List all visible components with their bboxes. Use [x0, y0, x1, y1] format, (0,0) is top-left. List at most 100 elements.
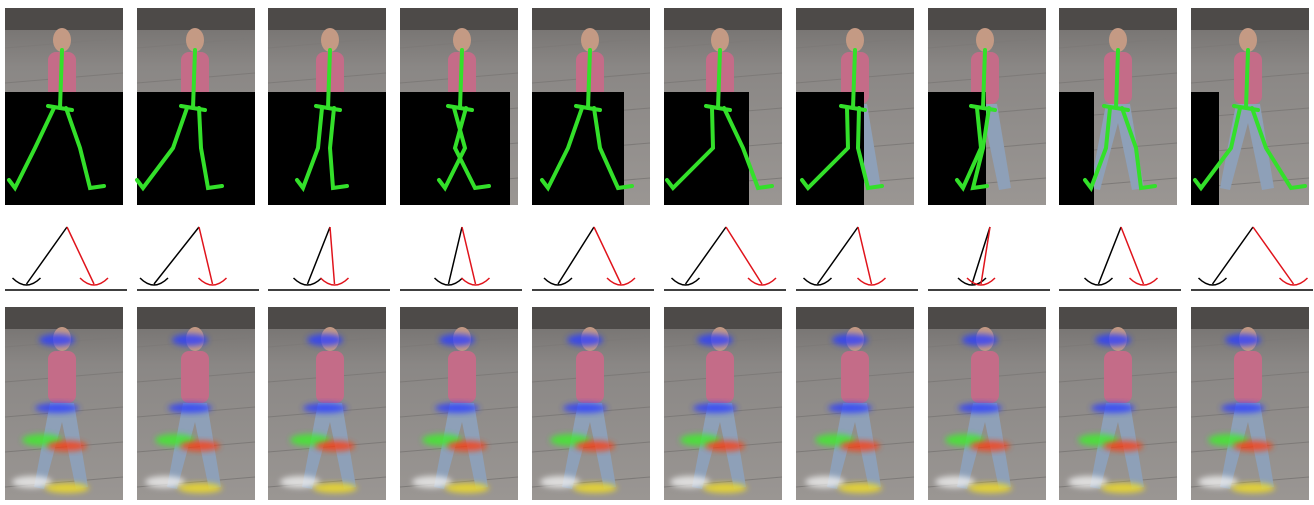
skeleton-frame: [1058, 8, 1178, 205]
person-shirt: [48, 351, 76, 403]
pose-diagram: [664, 226, 786, 291]
occlusion-box: [664, 92, 749, 205]
skeleton-hip: [446, 104, 474, 112]
skeleton-spine: [716, 48, 722, 110]
skeleton-frame: [531, 8, 651, 205]
skeleton-spine: [1244, 48, 1250, 110]
person-jeans: [1090, 403, 1144, 489]
person-jeans: [34, 403, 88, 489]
flow-blob: [1091, 403, 1135, 413]
flow-blob: [1231, 483, 1275, 493]
skeleton-spine: [586, 48, 592, 110]
skeleton-spine: [58, 48, 64, 110]
flow-blob: [703, 483, 747, 493]
building: [532, 8, 650, 30]
flow-blob: [447, 441, 487, 451]
flow-blob: [145, 476, 185, 488]
leg-black: [670, 226, 727, 286]
flow-blob: [315, 441, 355, 451]
flow-frame: [136, 307, 256, 500]
flow-blob: [962, 334, 998, 346]
flow-blob: [280, 476, 320, 488]
leg-red: [593, 226, 636, 286]
skeleton-leg: [197, 106, 224, 191]
flow-frame: [267, 307, 387, 500]
building: [796, 307, 914, 329]
leg-red: [966, 226, 996, 286]
leg-red: [66, 226, 109, 286]
skeleton-spine: [458, 48, 464, 110]
flow-blob: [1225, 334, 1261, 346]
person-shirt: [448, 351, 476, 403]
flow-blob: [439, 334, 475, 346]
pose-diagram: [1191, 226, 1313, 291]
skeleton-frame: [795, 8, 915, 205]
flow-blob: [1221, 403, 1265, 413]
flow-frame: [4, 307, 124, 500]
person-jeans: [434, 403, 488, 489]
person-head: [186, 28, 204, 52]
flow-blob: [970, 441, 1010, 451]
person-head: [1109, 28, 1127, 52]
pose-diagram: [268, 226, 390, 291]
skeleton-leg: [1083, 106, 1112, 193]
pose-diagram: [532, 226, 654, 291]
leg-red: [725, 226, 777, 286]
skeleton-frame: [135, 8, 256, 205]
leg-black: [139, 226, 200, 286]
flow-blob: [540, 476, 580, 488]
flow-blob: [435, 403, 479, 413]
skeleton-leg: [592, 106, 634, 191]
flow-blob: [840, 441, 880, 451]
building: [1191, 307, 1309, 329]
skeleton-frame: [663, 8, 783, 205]
building: [664, 307, 782, 329]
flow-blob: [1103, 441, 1143, 451]
flow-blob: [1095, 334, 1131, 346]
skeleton-leg: [1120, 106, 1157, 191]
skeleton-leg: [970, 106, 991, 191]
occlusion-box: [1191, 92, 1219, 205]
skeleton-leg: [855, 106, 884, 191]
flow-frame: [399, 307, 519, 500]
flow-blob: [838, 483, 882, 493]
person-head: [1239, 28, 1257, 52]
leg-black: [543, 226, 595, 286]
flow-blob: [35, 403, 79, 413]
building: [796, 8, 914, 30]
pose-diagram: [5, 226, 127, 291]
person-head: [581, 28, 599, 52]
flow-blob: [313, 483, 357, 493]
building: [928, 307, 1046, 329]
skeleton-leg: [452, 106, 491, 191]
flow-frame: [927, 307, 1047, 500]
pose-diagram: [400, 226, 522, 291]
flow-blob: [805, 476, 845, 488]
flow-blob: [828, 403, 872, 413]
flow-frame: [663, 307, 783, 500]
flow-frame: [795, 307, 915, 500]
flow-blob: [1233, 441, 1273, 451]
person-shirt: [1234, 351, 1262, 403]
skeleton-hip: [969, 104, 997, 112]
person-head: [453, 28, 471, 52]
flow-blob: [1198, 476, 1238, 488]
person-head: [846, 28, 864, 52]
skeleton-spine: [851, 48, 857, 110]
flow-blob: [563, 403, 607, 413]
person-shirt: [576, 351, 604, 403]
building: [268, 307, 386, 329]
flow-frame: [1190, 307, 1310, 500]
flow-blob: [47, 441, 87, 451]
flow-blob: [670, 476, 710, 488]
skeleton-frame: [399, 8, 519, 205]
pose-diagram: [796, 226, 918, 291]
flow-blob: [412, 476, 452, 488]
building: [137, 8, 255, 30]
building: [5, 8, 123, 30]
person-head: [976, 28, 994, 52]
building: [664, 8, 782, 30]
flow-blob: [705, 441, 745, 451]
leg-red: [856, 226, 887, 286]
